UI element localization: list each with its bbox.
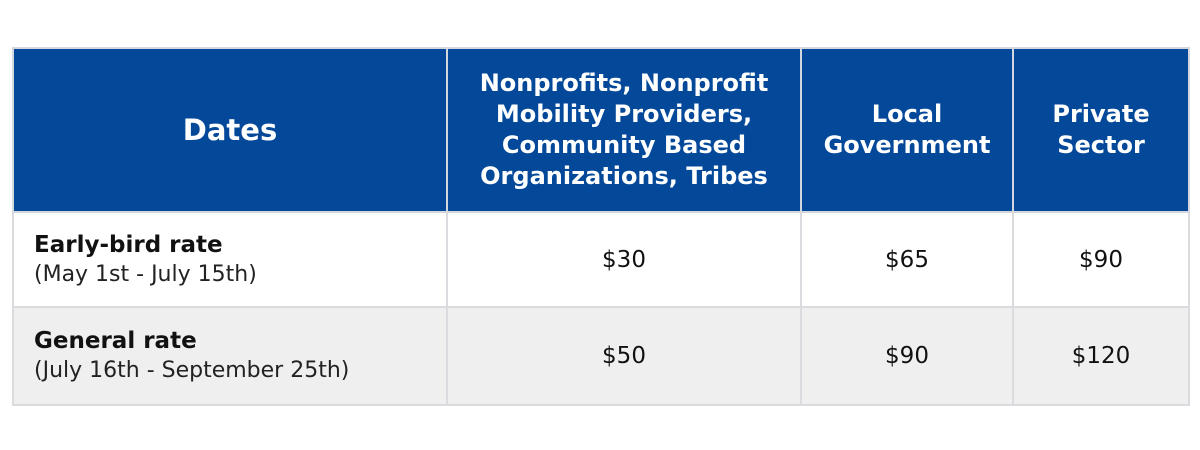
pricing-table-container: Dates Nonprofits, Nonprofit Mobility Pro… — [12, 47, 1190, 406]
header-private-sector: Private Sector — [1012, 47, 1190, 213]
price-nonprofits: $30 — [446, 211, 802, 308]
price-private-sector: $90 — [1012, 211, 1190, 308]
rate-label-cell: General rate (July 16th - September 25th… — [12, 306, 448, 406]
rate-label-cell: Early-bird rate (May 1st - July 15th) — [12, 211, 448, 308]
pricing-table: Dates Nonprofits, Nonprofit Mobility Pro… — [12, 47, 1190, 406]
price-nonprofits: $50 — [446, 306, 802, 406]
header-nonprofits: Nonprofits, Nonprofit Mobility Providers… — [446, 47, 802, 213]
table-row-early-bird: Early-bird rate (May 1st - July 15th) $3… — [12, 211, 1190, 308]
table-header-row: Dates Nonprofits, Nonprofit Mobility Pro… — [12, 47, 1190, 213]
price-local-government: $65 — [800, 211, 1014, 308]
header-local-government: Local Government — [800, 47, 1014, 213]
header-dates: Dates — [12, 47, 448, 213]
rate-name: Early-bird rate — [34, 231, 223, 258]
price-private-sector: $120 — [1012, 306, 1190, 406]
rate-date-range: (July 16th - September 25th) — [34, 358, 350, 383]
table-row-general: General rate (July 16th - September 25th… — [12, 306, 1190, 406]
rate-date-range: (May 1st - July 15th) — [34, 261, 257, 287]
price-local-government: $90 — [800, 306, 1014, 406]
rate-name: General rate — [34, 328, 197, 354]
